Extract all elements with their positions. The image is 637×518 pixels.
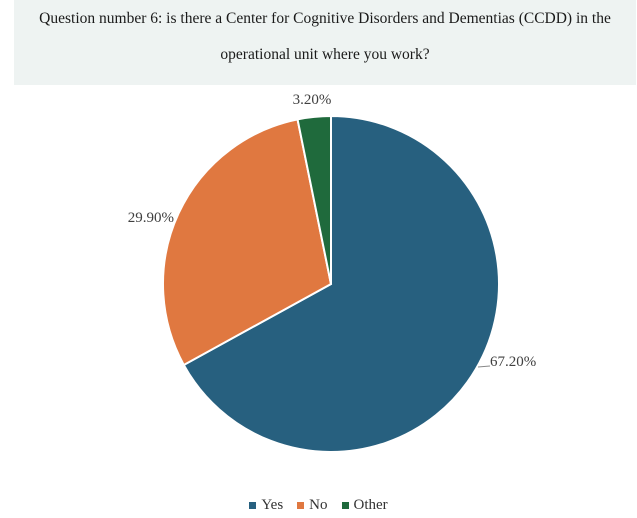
legend-item-yes: Yes (249, 497, 283, 514)
legend-label-yes: Yes (261, 497, 284, 513)
legend-swatch-other (341, 502, 349, 509)
data-label-no: 29.90% (128, 210, 174, 226)
data-label-other: 3.20% (293, 92, 332, 108)
chart-legend: Yes No Other (0, 497, 637, 514)
legend-swatch-yes (249, 502, 257, 509)
pie-slice-yes (182, 114, 500, 453)
question-title-line-2: operational unit where you work? (220, 46, 430, 63)
pie-slice-no (162, 118, 333, 367)
legend-label-no: No (309, 497, 328, 513)
legend-item-other: Other (341, 497, 388, 514)
data-label-yes: 67.20% (490, 354, 536, 370)
pie-chart: 67.20% 29.90% 3.20% (128, 92, 536, 453)
question-header: Question number 6: is there a Center for… (14, 0, 636, 85)
legend-swatch-no (297, 502, 305, 509)
legend-item-no: No (297, 497, 328, 514)
legend-label-other: Other (353, 497, 388, 513)
pie-slice-other (296, 114, 332, 285)
question-title-line-1: Question number 6: is there a Center for… (39, 10, 611, 27)
leader-line-yes (477, 365, 491, 368)
